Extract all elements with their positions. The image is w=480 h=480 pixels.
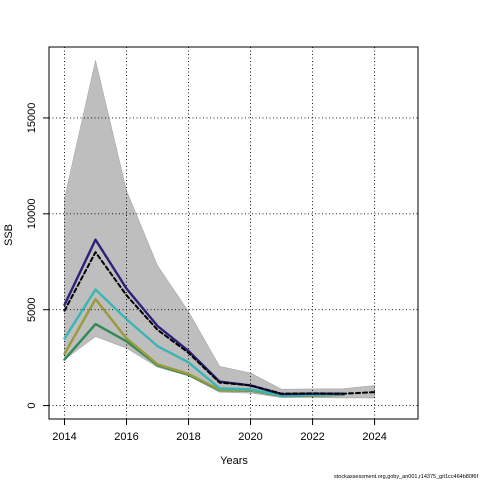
axis-layer: 2014 2016 2018 2020 2022 2024 0 5000 10000 15000 <box>26 46 419 443</box>
x-tick-label-2016: 2016 <box>114 431 138 443</box>
y-tick-label-5000: 5000 <box>26 297 38 321</box>
plot-frame <box>48 46 419 420</box>
grid-layer <box>49 47 418 419</box>
y-tick-label-15000: 15000 <box>26 103 38 134</box>
confidence-band <box>64 60 375 399</box>
x-axis-title: Years <box>220 455 248 467</box>
x-tick-label-2014: 2014 <box>52 431 76 443</box>
y-tick-label-0: 0 <box>26 403 38 409</box>
x-tick-label-2018: 2018 <box>176 431 200 443</box>
y-axis-title: SSB <box>3 224 15 246</box>
footnote: stockassessment.org,goby_an001,r14375_gi… <box>334 474 478 480</box>
confidence-band-layer <box>64 60 375 399</box>
series-line-3 <box>63 288 345 397</box>
y-tick-label-10000: 10000 <box>26 199 38 230</box>
series-layer <box>63 238 376 398</box>
x-tick-label-2022: 2022 <box>300 431 324 443</box>
x-tick-label-2020: 2020 <box>238 431 262 443</box>
x-tick-label-2024: 2024 <box>362 431 386 443</box>
series-line-5 <box>63 251 376 395</box>
